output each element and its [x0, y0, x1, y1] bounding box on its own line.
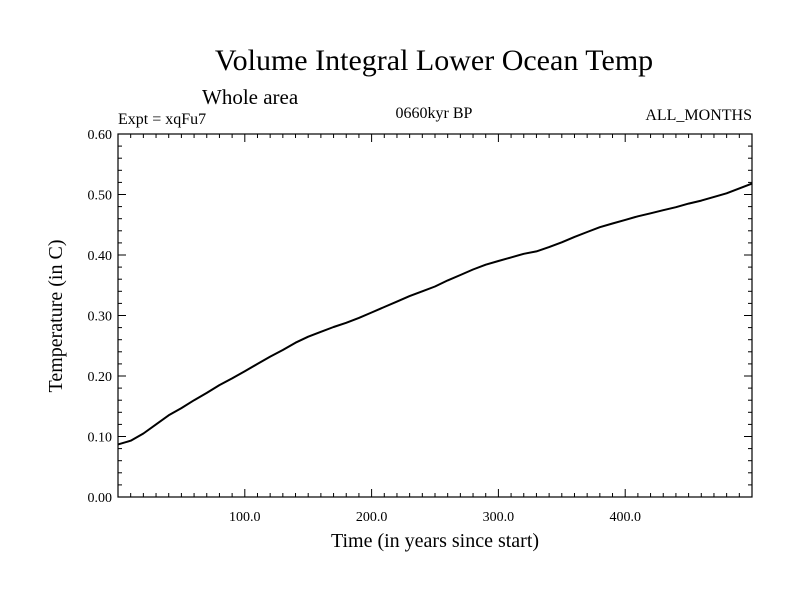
- x-tick-label: 100.0: [229, 510, 261, 525]
- x-axis-label: Time (in years since start): [331, 530, 539, 552]
- x-tick-label: 200.0: [356, 510, 388, 525]
- y-tick-label: 0.00: [88, 491, 113, 506]
- y-tick-label: 0.10: [88, 431, 113, 446]
- y-tick-label: 0.30: [88, 310, 113, 325]
- y-axis-label: Temperature (in C): [45, 240, 67, 393]
- series-layer: [117, 182, 753, 446]
- x-axis-ticks: 100.0 200.0 300.0 400.0: [130, 134, 740, 525]
- y-tick-label: 0.20: [88, 370, 113, 385]
- y-tick-label: 0.50: [88, 189, 113, 204]
- y-tick-label: 0.60: [88, 128, 113, 143]
- expt-label: Expt = xqFu7: [118, 111, 206, 128]
- y-axis-ticks: 0.00 0.10 0.20 0.30 0.40 0.50 0.60: [88, 128, 752, 506]
- series-line-temperature: [117, 182, 753, 446]
- chart-title: Volume Integral Lower Ocean Temp: [215, 44, 653, 77]
- x-tick-label: 300.0: [483, 510, 515, 525]
- months-label: ALL_MONTHS: [645, 107, 752, 124]
- plot-frame: [117, 133, 753, 498]
- period-label: 0660kyr BP: [396, 105, 473, 122]
- y-tick-label: 0.40: [88, 249, 113, 264]
- chart-subtitle: Whole area: [202, 85, 299, 109]
- x-tick-label: 400.0: [609, 510, 641, 525]
